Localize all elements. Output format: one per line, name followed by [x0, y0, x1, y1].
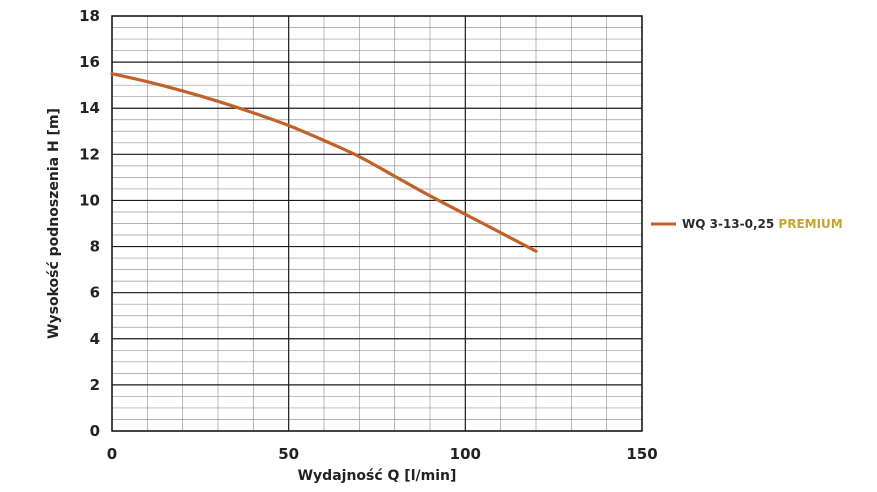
- x-axis-title: Wydajność Q [l/min]: [298, 468, 457, 484]
- plot-frame: [111, 15, 643, 432]
- y-tick-labels: 0 2 4 6 8 10 12 14 16 18: [79, 7, 100, 440]
- y-tick-label: 16: [79, 53, 100, 71]
- y-tick-label: 14: [79, 99, 100, 117]
- y-tick-label: 4: [90, 330, 100, 348]
- y-tick-label: 2: [90, 376, 100, 394]
- legend-label-premium: PREMIUM: [778, 217, 842, 231]
- legend: WQ 3-13-0,25 PREMIUM: [651, 217, 843, 231]
- y-tick-label: 6: [90, 284, 100, 302]
- x-tick-label: 100: [450, 445, 481, 463]
- minor-grid: [112, 16, 642, 431]
- x-tick-label: 0: [107, 445, 117, 463]
- y-tick-label: 8: [90, 238, 100, 256]
- x-tick-label: 150: [626, 445, 657, 463]
- x-tick-labels: 0 50 100 150: [107, 445, 658, 463]
- y-tick-label: 10: [79, 191, 100, 209]
- x-tick-label: 50: [278, 445, 299, 463]
- series-line: [110, 72, 538, 253]
- legend-label-main: WQ 3-13-0,25: [682, 217, 778, 231]
- series-group: [110, 72, 538, 253]
- y-tick-label: 18: [79, 7, 100, 25]
- y-axis-title: Wysokość podnoszenia H [m]: [46, 108, 62, 339]
- y-tick-label: 0: [90, 422, 100, 440]
- y-tick-label: 12: [79, 145, 100, 163]
- legend-label: WQ 3-13-0,25 PREMIUM: [682, 217, 843, 231]
